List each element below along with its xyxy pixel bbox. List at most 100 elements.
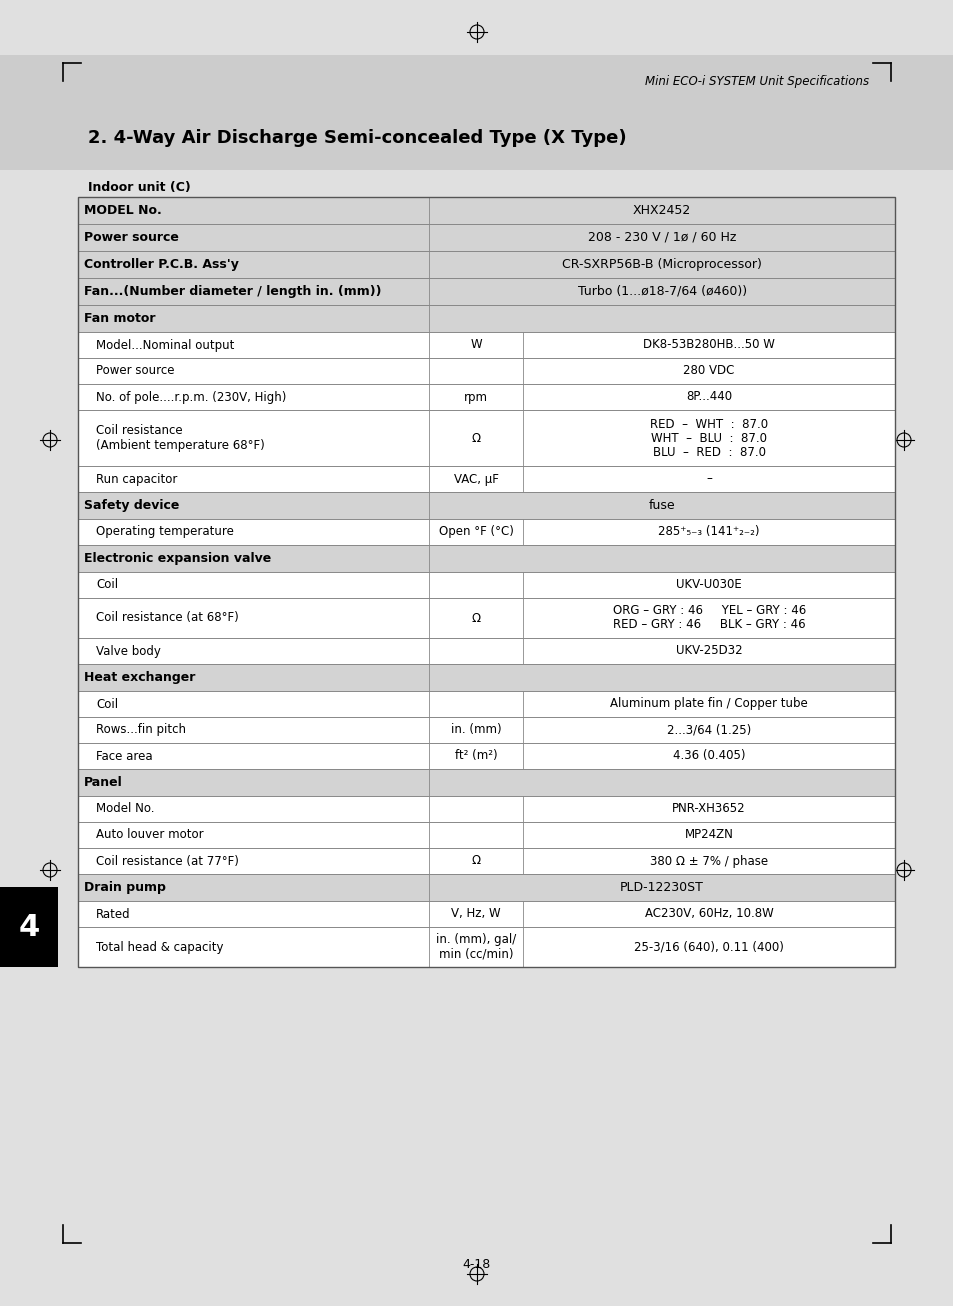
- Text: Auto louver motor: Auto louver motor: [96, 828, 203, 841]
- Text: fuse: fuse: [648, 499, 675, 512]
- Text: Ω: Ω: [471, 611, 480, 624]
- Text: –: –: [705, 473, 711, 486]
- Bar: [78, 821, 894, 848]
- Text: XHX2452: XHX2452: [633, 204, 691, 217]
- Bar: [78, 278, 894, 306]
- Text: VAC, μF: VAC, μF: [454, 473, 498, 486]
- Bar: [78, 639, 894, 663]
- Bar: [78, 492, 894, 518]
- Bar: [78, 384, 894, 410]
- Text: Mini ECO-i SYSTEM Unit Specifications: Mini ECO-i SYSTEM Unit Specifications: [644, 76, 868, 89]
- Bar: [78, 251, 894, 278]
- Bar: [78, 197, 894, 966]
- Text: Total head & capacity: Total head & capacity: [96, 940, 223, 953]
- Text: Open °F (°C): Open °F (°C): [438, 525, 513, 538]
- Bar: [78, 874, 894, 901]
- Text: AC230V, 60Hz, 10.8W: AC230V, 60Hz, 10.8W: [644, 908, 773, 921]
- Text: in. (mm): in. (mm): [451, 724, 501, 737]
- Text: 280 VDC: 280 VDC: [682, 364, 734, 377]
- Text: Rows...fin pitch: Rows...fin pitch: [96, 724, 186, 737]
- Text: rpm: rpm: [464, 390, 488, 404]
- Text: ORG – GRY : 46     YEL – GRY : 46: ORG – GRY : 46 YEL – GRY : 46: [612, 605, 805, 618]
- Bar: [78, 717, 894, 743]
- Text: Ω: Ω: [471, 431, 480, 444]
- Bar: [78, 848, 894, 874]
- Bar: [78, 663, 894, 691]
- Text: 4: 4: [18, 913, 40, 942]
- Text: Model...Nominal output: Model...Nominal output: [96, 338, 234, 351]
- Text: 4.36 (0.405): 4.36 (0.405): [672, 750, 744, 763]
- Text: Model No.: Model No.: [96, 802, 154, 815]
- Text: Power source: Power source: [96, 364, 174, 377]
- Bar: [0, 55, 953, 170]
- Bar: [78, 332, 894, 358]
- Bar: [78, 901, 894, 927]
- Bar: [78, 518, 894, 545]
- Text: W: W: [470, 338, 481, 351]
- Bar: [78, 598, 894, 639]
- Bar: [78, 691, 894, 717]
- Bar: [78, 466, 894, 492]
- Text: 380 Ω ± 7% / phase: 380 Ω ± 7% / phase: [649, 854, 767, 867]
- Text: Indoor unit (C): Indoor unit (C): [88, 180, 191, 193]
- Text: Electronic expansion valve: Electronic expansion valve: [84, 552, 271, 565]
- Text: 2. 4-Way Air Discharge Semi-concealed Type (X Type): 2. 4-Way Air Discharge Semi-concealed Ty…: [88, 129, 626, 148]
- Text: 208 - 230 V / 1ø / 60 Hz: 208 - 230 V / 1ø / 60 Hz: [587, 231, 736, 244]
- Text: Coil: Coil: [96, 579, 118, 592]
- Bar: [0, 887, 58, 966]
- Text: Rated: Rated: [96, 908, 131, 921]
- Text: (Ambient temperature 68°F): (Ambient temperature 68°F): [96, 439, 265, 452]
- Text: Power source: Power source: [84, 231, 179, 244]
- Text: Ω: Ω: [471, 854, 480, 867]
- Text: Drain pump: Drain pump: [84, 882, 166, 895]
- Text: min (cc/min): min (cc/min): [438, 947, 513, 960]
- Text: Coil resistance (at 77°F): Coil resistance (at 77°F): [96, 854, 238, 867]
- Text: DK8-53B280HB...50 W: DK8-53B280HB...50 W: [642, 338, 774, 351]
- Bar: [78, 743, 894, 769]
- Text: MODEL No.: MODEL No.: [84, 204, 162, 217]
- Text: Face area: Face area: [96, 750, 152, 763]
- Bar: [78, 795, 894, 821]
- Text: RED  –  WHT  :  87.0: RED – WHT : 87.0: [649, 418, 767, 431]
- Text: Coil resistance (at 68°F): Coil resistance (at 68°F): [96, 611, 238, 624]
- Text: Operating temperature: Operating temperature: [96, 525, 233, 538]
- Text: Fan motor: Fan motor: [84, 312, 155, 325]
- Text: 8P...440: 8P...440: [685, 390, 732, 404]
- Text: V, Hz, W: V, Hz, W: [451, 908, 500, 921]
- Text: No. of pole....r.p.m. (230V, High): No. of pole....r.p.m. (230V, High): [96, 390, 286, 404]
- Text: Aluminum plate fin / Copper tube: Aluminum plate fin / Copper tube: [610, 697, 807, 710]
- Bar: [78, 572, 894, 598]
- Bar: [78, 545, 894, 572]
- Text: Run capacitor: Run capacitor: [96, 473, 177, 486]
- Text: MP24ZN: MP24ZN: [684, 828, 733, 841]
- Text: Valve body: Valve body: [96, 644, 161, 657]
- Bar: [78, 225, 894, 251]
- Text: RED – GRY : 46     BLK – GRY : 46: RED – GRY : 46 BLK – GRY : 46: [612, 619, 804, 632]
- Bar: [78, 410, 894, 466]
- Text: Panel: Panel: [84, 776, 123, 789]
- Bar: [78, 358, 894, 384]
- Text: Heat exchanger: Heat exchanger: [84, 671, 195, 684]
- Text: UKV-25D32: UKV-25D32: [675, 644, 741, 657]
- Bar: [78, 769, 894, 795]
- Text: PLD-12230ST: PLD-12230ST: [619, 882, 703, 895]
- Text: Coil resistance: Coil resistance: [96, 424, 182, 438]
- Text: UKV-U030E: UKV-U030E: [676, 579, 741, 592]
- Text: PNR-XH3652: PNR-XH3652: [672, 802, 745, 815]
- Text: 2...3/64 (1.25): 2...3/64 (1.25): [666, 724, 750, 737]
- Text: Coil: Coil: [96, 697, 118, 710]
- Text: in. (mm), gal/: in. (mm), gal/: [436, 934, 516, 947]
- Bar: [78, 306, 894, 332]
- Text: Safety device: Safety device: [84, 499, 179, 512]
- Text: 4-18: 4-18: [462, 1258, 491, 1271]
- Text: ft² (m²): ft² (m²): [455, 750, 497, 763]
- Text: Controller P.C.B. Ass'y: Controller P.C.B. Ass'y: [84, 259, 238, 272]
- Bar: [78, 927, 894, 966]
- Text: CR-SXRP56B-B (Microprocessor): CR-SXRP56B-B (Microprocessor): [561, 259, 761, 272]
- Text: Fan...(Number diameter / length in. (mm)): Fan...(Number diameter / length in. (mm)…: [84, 285, 381, 298]
- Bar: [78, 197, 894, 225]
- Text: Turbo (1...ø18-7/64 (ø460)): Turbo (1...ø18-7/64 (ø460)): [577, 285, 746, 298]
- Text: BLU  –  RED  :  87.0: BLU – RED : 87.0: [652, 445, 765, 458]
- Text: 25-3/16 (640), 0.11 (400): 25-3/16 (640), 0.11 (400): [634, 940, 783, 953]
- Text: 285⁺₅₋₃ (141⁺₂₋₂): 285⁺₅₋₃ (141⁺₂₋₂): [658, 525, 760, 538]
